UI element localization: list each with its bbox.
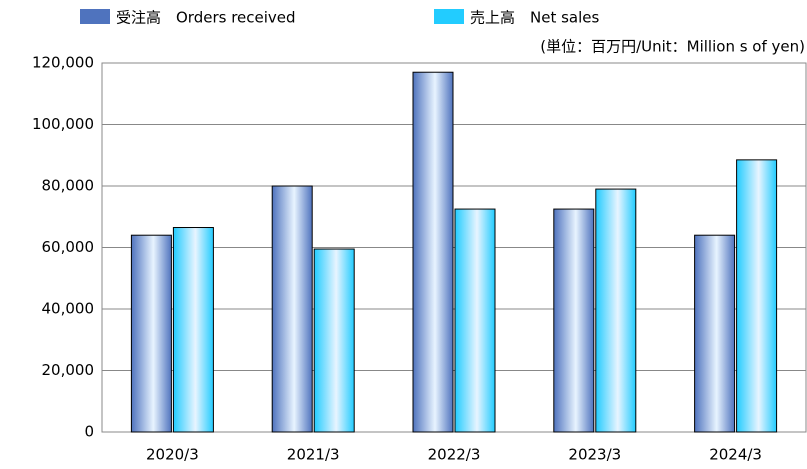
legend-label: 売上高 Net sales [470,9,600,27]
bar [694,234,736,433]
bar [271,185,313,433]
legend-swatch [434,9,464,24]
bar [130,234,172,433]
y-tick-label: 20,000 [42,361,95,379]
x-tick-label: 2022/3 [428,446,481,464]
bar [172,227,214,433]
y-tick-label: 40,000 [42,300,95,318]
x-tick-label: 2021/3 [287,446,340,464]
bar [412,71,454,433]
legend-swatch [80,9,110,24]
bar [736,159,778,433]
bar [595,188,637,433]
x-tick-label: 2024/3 [709,446,762,464]
x-tick-label: 2023/3 [568,446,621,464]
bar [553,208,595,433]
y-tick-label: 80,000 [42,177,95,195]
x-tick-label: 2020/3 [146,446,199,464]
y-tick-label: 120,000 [32,54,94,72]
y-tick-label: 0 [84,423,94,441]
bar [313,248,355,433]
legend-label: 受注高 Orders received [116,9,296,27]
bar [454,208,496,433]
unit-annotation: (単位：百万円/Unit：Million s of yen) [540,38,805,56]
y-tick-label: 60,000 [42,238,95,256]
y-tick-label: 100,000 [32,115,94,133]
